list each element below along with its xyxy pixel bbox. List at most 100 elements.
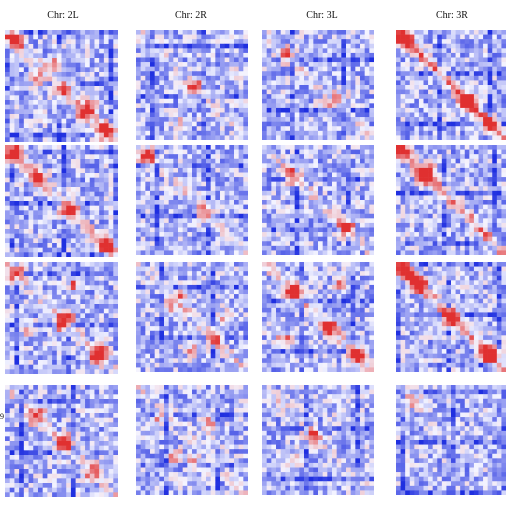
heatmap-cell — [322, 57, 328, 63]
heatmap-cell — [483, 39, 488, 45]
heatmap-cell — [473, 39, 479, 45]
heatmap-cell — [140, 39, 146, 45]
heatmap-cell — [94, 48, 100, 54]
heatmap-cell — [460, 163, 466, 169]
heatmap-cell — [206, 236, 211, 242]
heatmap-cell — [23, 104, 29, 110]
heatmap-cell — [215, 204, 221, 210]
heatmap-cell — [299, 227, 305, 233]
heatmap-cell — [318, 236, 323, 242]
heatmap-cell — [492, 135, 498, 140]
heatmap-cell — [409, 71, 415, 77]
heatmap-cell — [33, 34, 39, 40]
heatmap-cell — [47, 168, 53, 174]
heatmap-cell — [94, 276, 100, 281]
heatmap-cell — [9, 276, 15, 281]
heatmap-cell — [145, 149, 151, 155]
heatmap-cell — [451, 126, 456, 132]
heatmap-cell — [99, 318, 105, 323]
heatmap-cell — [5, 62, 11, 68]
heatmap-cell — [61, 163, 67, 169]
heatmap-cell — [56, 182, 62, 188]
heatmap-cell — [168, 177, 174, 182]
heatmap-cell — [299, 94, 305, 100]
heatmap-cell — [80, 299, 86, 305]
heatmap-cell — [308, 130, 314, 136]
heatmap-cell — [140, 190, 146, 196]
heatmap-cell — [99, 173, 105, 178]
heatmap-cell — [70, 114, 76, 119]
heatmap-cell — [154, 250, 160, 255]
heatmap-cell — [61, 39, 67, 45]
heatmap-cell — [94, 76, 100, 82]
heatmap-cell — [28, 81, 34, 87]
heatmap-cell — [164, 94, 169, 100]
heatmap-cell — [271, 245, 277, 251]
heatmap-cell — [56, 168, 62, 174]
heatmap-cell — [308, 112, 314, 118]
heatmap-cell — [336, 241, 342, 247]
heatmap-cell — [80, 233, 86, 239]
heatmap-cell — [496, 103, 502, 109]
heatmap-cell — [136, 209, 141, 215]
heatmap-cell — [341, 158, 347, 164]
heatmap-cell — [409, 236, 415, 242]
heatmap-cell — [47, 191, 53, 197]
heatmap-cell — [220, 75, 225, 81]
heatmap-cell — [313, 62, 319, 67]
heatmap-cell — [455, 126, 461, 132]
heatmap-cell — [369, 236, 374, 242]
heatmap-cell — [262, 117, 267, 122]
heatmap-cell — [341, 204, 347, 210]
heatmap-cell — [140, 103, 146, 109]
heatmap-cell — [182, 107, 188, 113]
heatmap-cell — [483, 195, 488, 201]
heatmap-cell — [178, 39, 183, 45]
heatmap-cell — [280, 103, 286, 109]
heatmap-cell — [150, 167, 155, 173]
heatmap-cell — [52, 100, 58, 105]
heatmap-cell — [428, 57, 433, 63]
heatmap-cell — [496, 236, 502, 242]
heatmap-cell — [150, 112, 155, 118]
heatmap-cell — [187, 80, 193, 86]
heatmap-cell — [19, 313, 25, 319]
heatmap-cell — [229, 145, 235, 150]
heatmap-cell — [441, 121, 447, 127]
heatmap-cell — [136, 94, 141, 100]
heatmap-cell — [332, 190, 337, 196]
heatmap-cell — [9, 285, 15, 291]
heatmap-cell — [487, 89, 493, 95]
heatmap-cell — [441, 130, 447, 136]
heatmap-cell — [19, 322, 25, 328]
heatmap-cell — [355, 186, 361, 192]
heatmap-cell — [178, 107, 183, 113]
heatmap-cell — [42, 104, 48, 110]
heatmap-cell — [150, 135, 155, 140]
heatmap-cell — [66, 76, 72, 82]
heatmap-cell — [9, 205, 15, 211]
heatmap-cell — [336, 163, 342, 169]
heatmap-cell — [70, 86, 76, 91]
heatmap-cell — [229, 66, 235, 72]
heatmap-cell — [94, 53, 100, 59]
heatmap-cell — [492, 112, 498, 118]
heatmap-cell — [66, 48, 72, 54]
heatmap-cell — [66, 145, 72, 150]
heatmap-cell — [37, 86, 43, 91]
heatmap-cell — [206, 154, 211, 160]
heatmap-cell — [437, 135, 443, 140]
heatmap-cell — [501, 163, 506, 169]
heatmap-cell — [336, 80, 342, 86]
heatmap-cell — [28, 137, 34, 142]
heatmap-cell — [341, 236, 347, 242]
heatmap-cell — [350, 158, 356, 164]
heatmap-cell — [33, 137, 39, 142]
heatmap-cell — [108, 243, 114, 248]
heatmap-cell — [89, 280, 95, 286]
heatmap-cell — [501, 39, 506, 45]
heatmap-cell — [409, 66, 415, 72]
heatmap-cell — [168, 30, 174, 35]
heatmap-cell — [271, 121, 277, 127]
heatmap-cell — [159, 39, 165, 45]
